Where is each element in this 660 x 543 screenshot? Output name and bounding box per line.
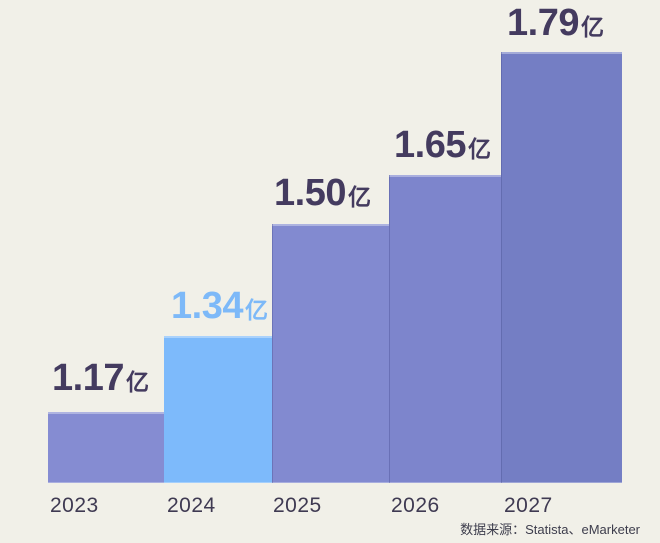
value-unit: 亿 [467, 136, 491, 162]
bar-2025 [272, 224, 389, 483]
bar-2027 [501, 52, 622, 483]
value-number: 1.50 [274, 172, 346, 214]
value-number: 1.65 [394, 124, 466, 166]
value-label-2023: 1.17亿 [52, 357, 149, 401]
value-label-2026: 1.65亿 [394, 124, 491, 168]
data-source-note: 数据来源：Statista、eMarketer [460, 522, 640, 537]
x-axis-label-2025: 2025 [273, 494, 322, 517]
value-unit: 亿 [580, 14, 604, 40]
value-number: 1.17 [52, 357, 124, 399]
value-number: 1.79 [507, 2, 579, 44]
value-number: 1.34 [171, 285, 243, 327]
x-axis-label-2023: 2023 [50, 494, 99, 517]
bar-2026 [389, 175, 501, 483]
value-label-2025: 1.50亿 [274, 172, 371, 216]
value-unit: 亿 [125, 369, 149, 395]
value-unit: 亿 [244, 297, 268, 323]
value-label-2027: 1.79亿 [507, 2, 604, 46]
value-unit: 亿 [347, 184, 371, 210]
x-axis-label-2027: 2027 [504, 494, 553, 517]
x-axis-label-2026: 2026 [391, 494, 440, 517]
x-axis-label-2024: 2024 [167, 494, 216, 517]
bar-2023 [48, 412, 164, 483]
value-label-2024: 1.34亿 [171, 285, 268, 329]
bar-2024-highlighted [164, 336, 272, 483]
